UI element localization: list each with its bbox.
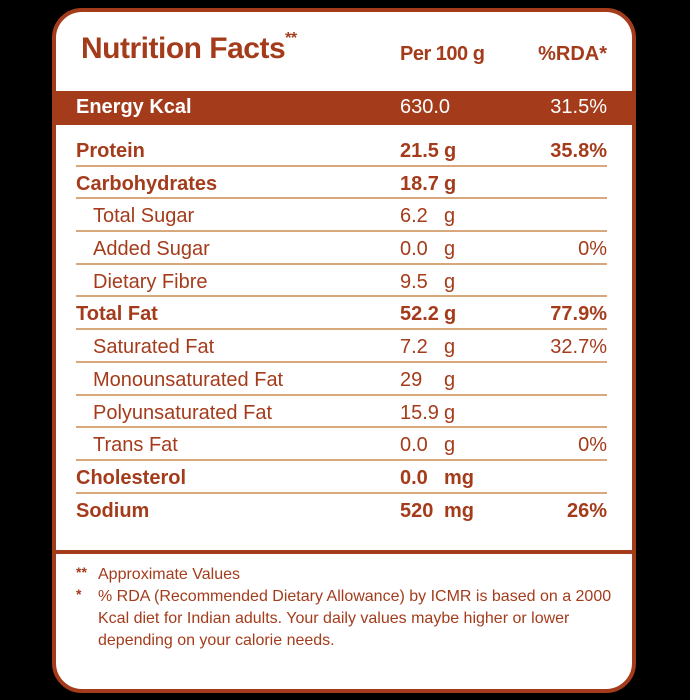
nutrient-table: Protein 21.5 g 35.8% Carbohydrates 18.7 g Total… <box>56 134 632 526</box>
table-row: Carbohydrates 18.7 g <box>56 167 632 200</box>
nutrient-label: Polyunsaturated Fat <box>93 401 272 424</box>
nutrient-unit: g <box>444 303 457 326</box>
nutrient-unit: g <box>444 401 456 424</box>
nutrient-value: 520 <box>400 499 434 522</box>
nutrient-unit: g <box>444 205 456 228</box>
nutrient-rda: 0% <box>578 238 607 261</box>
footnote-marker: ** <box>76 564 87 580</box>
nutrient-label: Total Sugar <box>93 205 195 228</box>
row-separator <box>76 328 607 331</box>
footer-divider <box>56 550 632 554</box>
row-separator <box>76 295 607 298</box>
nutrient-value: 0.0 <box>400 466 428 489</box>
column-header-rda: %RDA* <box>538 43 607 65</box>
table-row: Trans Fat 0.0 g 0% <box>56 428 632 461</box>
nutrient-value: 29 <box>400 368 423 391</box>
table-row: Cholesterol 0.0 mg <box>56 461 632 494</box>
nutrient-rda: 77.9% <box>550 303 607 326</box>
nutrition-facts-card: Nutrition Facts** Per 100 g %RDA* Energy… <box>52 8 636 693</box>
nutrient-value: 15.9 <box>400 401 439 424</box>
footnote: * % RDA (Recommended Dietary Allowance) b… <box>56 586 632 652</box>
energy-rda: 31.5% <box>550 96 607 118</box>
row-separator <box>76 197 607 200</box>
nutrient-unit: g <box>444 434 456 457</box>
row-separator <box>76 262 607 265</box>
footnote-marker: * <box>76 586 82 602</box>
table-row: Protein 21.5 g 35.8% <box>56 134 632 167</box>
footnote: ** Approximate Values <box>56 564 632 586</box>
energy-value: 630.0 <box>400 96 451 118</box>
energy-label: Energy Kcal <box>76 96 192 118</box>
nutrient-value: 0.0 <box>400 434 428 457</box>
nutrient-rda: 35.8% <box>550 140 607 162</box>
nutrient-unit: g <box>444 140 457 162</box>
nutrient-label: Total Fat <box>76 303 158 326</box>
page-title: Nutrition Facts** <box>81 30 297 66</box>
nutrient-rda: 0% <box>578 434 607 457</box>
footnote-text: % RDA (Recommended Dietary Allowance) by… <box>98 588 612 649</box>
nutrient-unit: g <box>444 172 457 195</box>
nutrient-unit: g <box>444 238 456 261</box>
footnote-text: Approximate Values <box>98 566 240 583</box>
nutrient-value: 52.2 <box>400 303 439 326</box>
footnotes: ** Approximate Values * % RDA (Recommended … <box>56 564 632 652</box>
table-row: Total Sugar 6.2 g <box>56 199 632 233</box>
row-separator <box>76 164 607 167</box>
table-row: Added Sugar 0.0 g 0% <box>56 232 632 265</box>
table-row: Sodium 520 mg 26% <box>56 494 632 527</box>
nutrient-value: 0.0 <box>400 238 428 261</box>
nutrient-rda: 32.7% <box>550 336 607 359</box>
nutrient-value: 21.5 <box>400 140 439 162</box>
table-row: Dietary Fibre 9.5 g <box>56 265 632 298</box>
nutrient-unit: mg <box>444 499 474 522</box>
title-text: Nutrition Facts <box>81 32 286 65</box>
nutrient-label: Cholesterol <box>76 466 187 489</box>
nutrient-unit: g <box>444 368 456 391</box>
row-separator <box>76 426 607 429</box>
table-row: Total Fat 52.2 g 77.9% <box>56 297 632 331</box>
table-row: Monounsaturated Fat 29 g <box>56 363 632 396</box>
nutrient-value: 6.2 <box>400 205 428 228</box>
row-separator <box>76 458 607 461</box>
nutrient-label: Dietary Fibre <box>93 270 208 293</box>
nutrient-unit: mg <box>444 466 474 489</box>
column-header-per-100g: Per 100 g <box>400 43 485 65</box>
row-separator <box>76 491 607 494</box>
nutrient-unit: g <box>444 336 456 359</box>
row-separator <box>76 230 607 233</box>
table-row: Saturated Fat 7.2 g 32.7% <box>56 330 632 363</box>
row-separator <box>76 393 607 396</box>
table-header: Nutrition Facts** Per 100 g %RDA* <box>56 12 632 86</box>
nutrient-label: Protein <box>76 140 145 162</box>
nutrient-label: Sodium <box>76 499 150 522</box>
nutrient-label: Trans Fat <box>93 434 178 457</box>
table-row: Polyunsaturated Fat 15.9 g <box>56 396 632 429</box>
nutrient-label: Monounsaturated Fat <box>93 368 284 391</box>
nutrient-value: 7.2 <box>400 336 428 359</box>
nutrient-value: 9.5 <box>400 270 428 293</box>
nutrient-value: 18.7 <box>400 172 439 195</box>
title-marker: ** <box>285 30 297 47</box>
nutrient-unit: g <box>444 270 456 293</box>
nutrient-label: Saturated Fat <box>93 336 215 359</box>
nutrient-label: Added Sugar <box>93 238 210 261</box>
row-separator <box>76 360 607 363</box>
energy-row: Energy Kcal 630.0 31.5% <box>56 91 632 125</box>
nutrient-rda: 26% <box>566 499 607 522</box>
nutrient-label: Carbohydrates <box>76 172 218 195</box>
